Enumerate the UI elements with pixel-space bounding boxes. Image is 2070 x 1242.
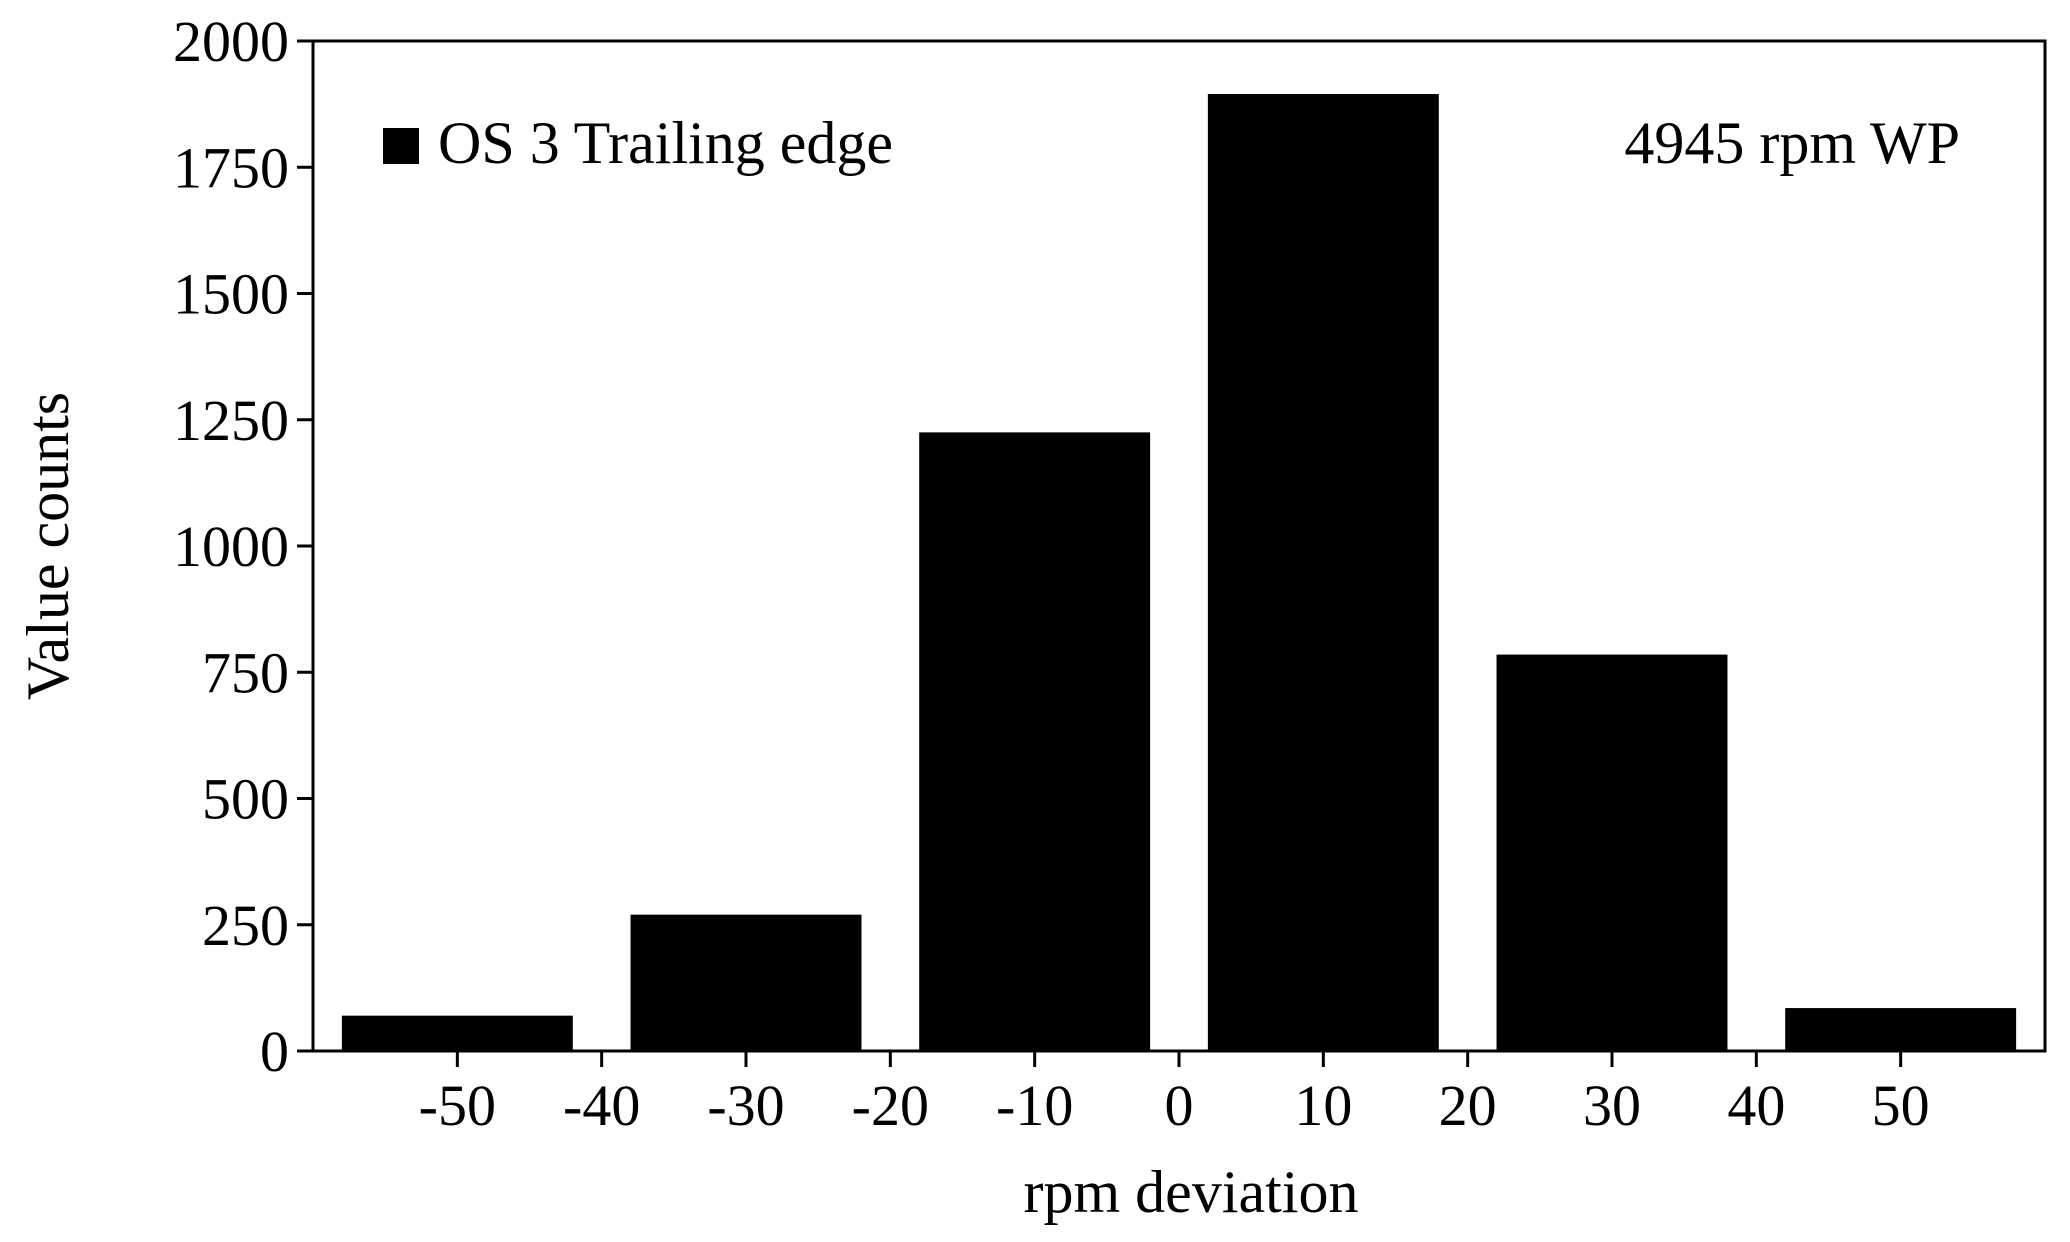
y-axis: 0 250 500 750 1000 1250 1500 1750 2000: [173, 9, 313, 1084]
y-tick-label: 1250: [173, 388, 289, 453]
bars-group: [341, 94, 2017, 1051]
x-tick-label: -10: [996, 1073, 1073, 1138]
condition-annotation: 4945 rpm WP: [1624, 110, 1960, 176]
x-tick-label: 50: [1872, 1073, 1930, 1138]
x-tick-label: 40: [1727, 1073, 1785, 1138]
legend-swatch: [383, 128, 419, 164]
y-tick-label: 0: [260, 1019, 289, 1084]
x-tick-label: 10: [1294, 1073, 1352, 1138]
x-axis: -50 -40 -30 -20 -10 0 10 20 30 40 50: [419, 1051, 1930, 1138]
bar: [919, 432, 1151, 1051]
bar: [630, 914, 862, 1051]
bar: [1785, 1008, 2017, 1051]
legend-label: OS 3 Trailing edge: [438, 110, 893, 176]
y-tick-label: 1500: [173, 262, 289, 327]
y-tick-label: 500: [202, 767, 289, 832]
x-tick-label: -30: [707, 1073, 784, 1138]
plot-frame: [311, 39, 2047, 1053]
x-tick-label: -40: [563, 1073, 640, 1138]
y-tick-label: 250: [202, 893, 289, 958]
x-tick-label: 30: [1583, 1073, 1641, 1138]
y-tick-label: 1000: [173, 514, 289, 579]
x-tick-label: -50: [419, 1073, 496, 1138]
y-axis-title: Value counts: [15, 392, 81, 700]
y-tick-label: 750: [202, 640, 289, 705]
x-tick-label: 0: [1165, 1073, 1194, 1138]
bar: [341, 1015, 573, 1051]
x-tick-label: 20: [1439, 1073, 1497, 1138]
y-tick-label: 2000: [173, 9, 289, 74]
y-tick-label: 1750: [173, 135, 289, 200]
bar: [1496, 654, 1728, 1051]
x-tick-label: -20: [852, 1073, 929, 1138]
bar: [1207, 94, 1439, 1051]
x-axis-title: rpm deviation: [1024, 1159, 1359, 1225]
